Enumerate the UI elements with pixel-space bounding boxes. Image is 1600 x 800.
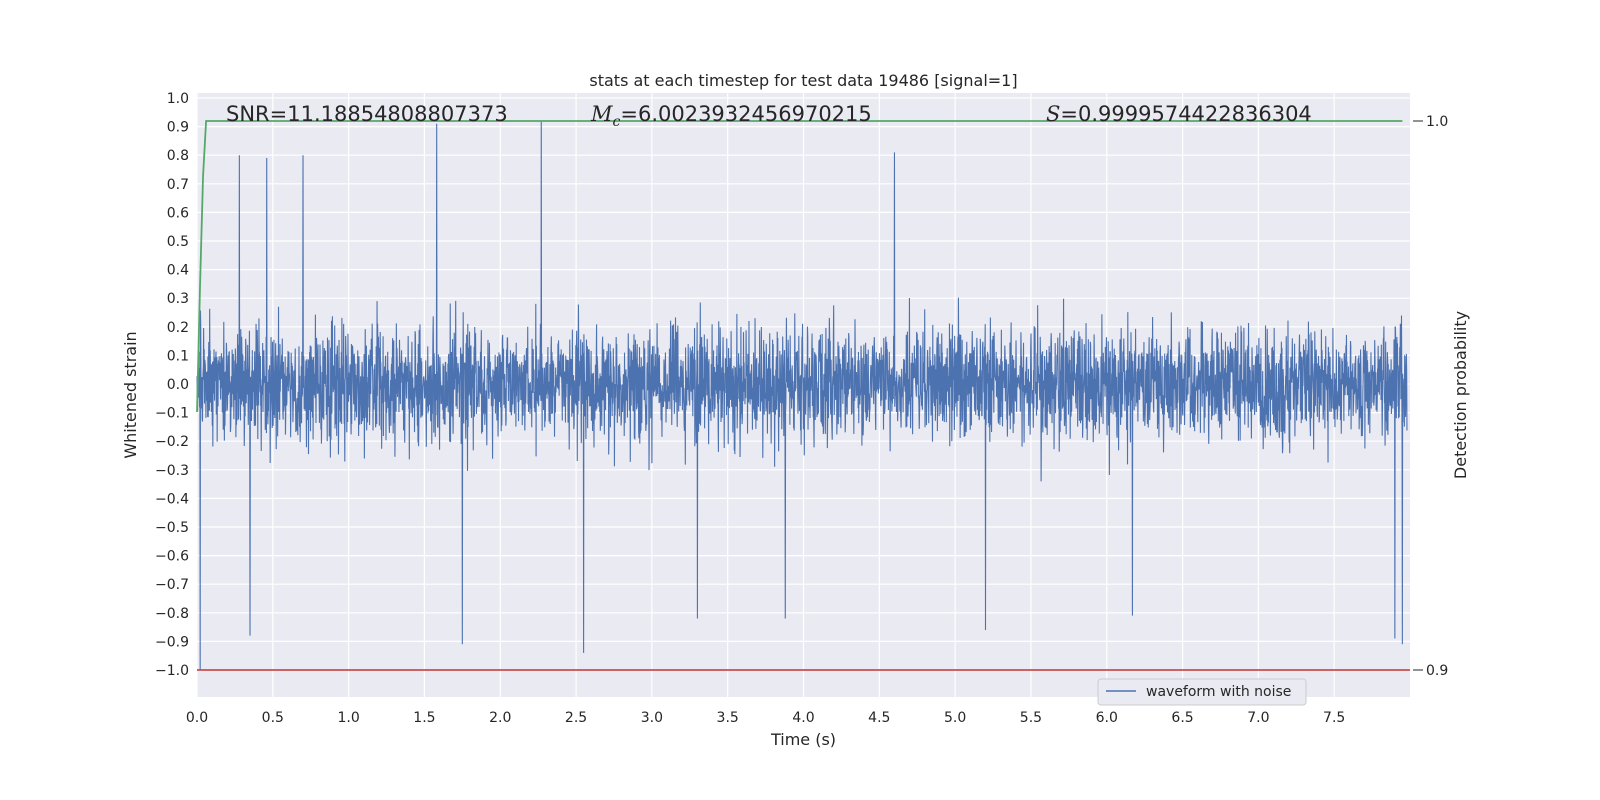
y-tick-label: 0.8: [167, 148, 189, 164]
legend: waveform with noise: [1097, 678, 1307, 706]
x-tick-label: 3.5: [717, 710, 739, 726]
x-tick-label: 7.5: [1323, 710, 1345, 726]
y-tick-label: 1.0: [167, 91, 189, 107]
y-tick-label: 0.2: [167, 320, 189, 336]
x-tick-label: 2.5: [565, 710, 587, 726]
chart-title: stats at each timestep for test data 194…: [589, 71, 1017, 90]
x-tick-label: 0.0: [186, 710, 208, 726]
snr-annotation: SNR=11.18854808807373: [226, 102, 508, 126]
x-axis-label: Time (s): [770, 730, 836, 749]
y-tick-label: −0.2: [155, 434, 189, 450]
y2-tick-label: 1.0: [1426, 114, 1448, 130]
x-tick-label: 0.5: [262, 710, 284, 726]
x-tick-label: 1.5: [413, 710, 435, 726]
legend-box: [1097, 678, 1307, 706]
y-tick-label: −1.0: [155, 663, 189, 679]
y-tick-label: −0.3: [155, 463, 189, 479]
y-tick-label: −0.8: [155, 606, 189, 622]
chirp-mass-symbol: M: [590, 102, 613, 126]
score-value: =0.9999574422836304: [1060, 102, 1311, 126]
y2-axis-label: Detection probability: [1451, 311, 1470, 479]
axes: 0.0 0.5 1.0 1.5 2.0 2.5 3.0 3.5 4.0 4.5 5.0 5.5 6.0 6…: [155, 91, 1448, 726]
x-tick-label: 4.0: [792, 710, 814, 726]
y-tick-label: 0.1: [167, 348, 189, 364]
plot-area: [196, 120, 1410, 671]
y-tick-label: −0.7: [155, 577, 189, 593]
chirp-mass-value: =6.0023932456970215: [620, 102, 871, 126]
y-tick-label: 0.4: [167, 263, 189, 279]
x-tick-label: 6.5: [1171, 710, 1193, 726]
y-axis-label: Whitened strain: [121, 331, 140, 458]
waveform-line: [196, 120, 1408, 671]
x-tick-label: 3.0: [641, 710, 663, 726]
score-annotation: S=0.9999574422836304: [1046, 102, 1312, 126]
y-tick-label: −0.5: [155, 520, 189, 536]
x-tick-label: 4.5: [868, 710, 890, 726]
chirp-mass-annotation: Mc=6.0023932456970215: [590, 102, 872, 130]
x-tick-label: 2.0: [489, 710, 511, 726]
y-tick-label: −0.1: [155, 406, 189, 422]
y-tick-label: −0.9: [155, 634, 189, 650]
y-tick-label: 0.6: [167, 205, 189, 221]
detection-probability-line: [196, 120, 1403, 412]
y-tick-label: 0.9: [167, 120, 189, 136]
x-tick-label: 5.0: [944, 710, 966, 726]
y-tick-label: 0.7: [167, 177, 189, 193]
chirp-mass-subscript: c: [613, 114, 621, 130]
y-tick-label: −0.4: [155, 491, 189, 507]
y-tick-label: −0.6: [155, 549, 189, 565]
y-tick-label: 0.0: [167, 377, 189, 393]
x-tick-label: 5.5: [1020, 710, 1042, 726]
legend-label-waveform: waveform with noise: [1146, 684, 1291, 700]
x-tick-label: 6.0: [1096, 710, 1118, 726]
score-symbol: S: [1046, 102, 1060, 126]
x-tick-label: 1.0: [337, 710, 359, 726]
y-tick-label: 0.5: [167, 234, 189, 250]
x-tick-label: 7.0: [1247, 710, 1269, 726]
y2-tick-label: 0.9: [1426, 663, 1448, 679]
y-tick-label: 0.3: [167, 291, 189, 307]
